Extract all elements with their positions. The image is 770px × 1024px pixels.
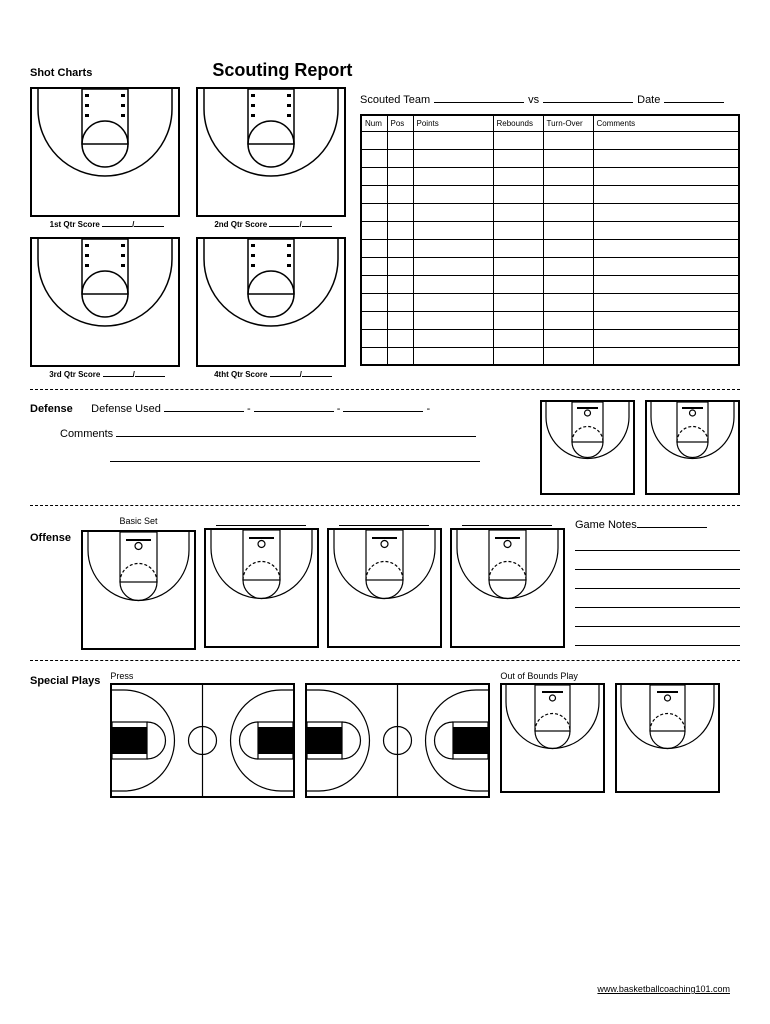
full-court-1 xyxy=(110,683,295,798)
page-title: Scouting Report xyxy=(212,60,352,81)
shot-chart-q3 xyxy=(30,237,180,367)
divider-2 xyxy=(30,505,740,506)
note-line xyxy=(575,535,740,551)
vs-label: vs xyxy=(528,94,539,106)
q2-score-label: 2nd Qtr Score / xyxy=(196,219,350,229)
table-row xyxy=(361,185,739,203)
special-plays-label: Special Plays xyxy=(30,673,100,687)
th-pos: Pos xyxy=(387,115,413,131)
table-row xyxy=(361,221,739,239)
offense-court-1 xyxy=(81,530,196,650)
table-row xyxy=(361,203,739,221)
shot-chart-q4 xyxy=(196,237,346,367)
press-label: Press xyxy=(110,671,490,681)
scouted-team-label: Scouted Team xyxy=(360,94,430,106)
q4-score-label: 4tht Qtr Score / xyxy=(196,369,350,379)
table-row xyxy=(361,131,739,149)
q1-score-label: 1st Qtr Score / xyxy=(30,219,184,229)
offense-court-4 xyxy=(450,528,565,648)
th-comments: Comments xyxy=(593,115,739,131)
full-court-2 xyxy=(305,683,490,798)
offense-court-3 xyxy=(327,528,442,648)
offense-label: Offense xyxy=(30,530,71,544)
q3-score-label: 3rd Qtr Score / xyxy=(30,369,184,379)
shot-charts-label: Shot Charts xyxy=(30,67,92,79)
table-row xyxy=(361,329,739,347)
date-label: Date xyxy=(637,94,660,106)
th-num: Num xyxy=(361,115,387,131)
shot-chart-q1 xyxy=(30,87,180,217)
th-rebounds: Rebounds xyxy=(493,115,543,131)
divider-1 xyxy=(30,389,740,390)
table-row xyxy=(361,293,739,311)
th-turnover: Turn-Over xyxy=(543,115,593,131)
note-line xyxy=(575,573,740,589)
table-row xyxy=(361,167,739,185)
offense-label-4 xyxy=(462,516,552,526)
footer-url: www.basketballcoaching101.com xyxy=(597,984,730,994)
note-line xyxy=(575,630,740,646)
defense-used-label: Defense Used xyxy=(91,403,161,415)
table-row xyxy=(361,311,739,329)
defense-label: Defense xyxy=(30,401,73,415)
note-line xyxy=(575,554,740,570)
offense-label-2 xyxy=(216,516,306,526)
oob-court-2 xyxy=(615,683,720,793)
header-fields: Scouted Team vs Date xyxy=(360,91,740,106)
table-row xyxy=(361,347,739,365)
table-row xyxy=(361,149,739,167)
note-line xyxy=(575,592,740,608)
player-table: Num Pos Points Rebounds Turn-Over Commen… xyxy=(360,114,740,366)
defense-court-1 xyxy=(540,400,635,495)
comments-label: Comments xyxy=(60,428,113,440)
oob-court-1 xyxy=(500,683,605,793)
note-line xyxy=(575,611,740,627)
shot-chart-q2 xyxy=(196,87,346,217)
divider-3 xyxy=(30,660,740,661)
oob-label: Out of Bounds Play xyxy=(500,671,720,681)
th-points: Points xyxy=(413,115,493,131)
table-row xyxy=(361,275,739,293)
offense-label-3 xyxy=(339,516,429,526)
defense-court-2 xyxy=(645,400,740,495)
table-row xyxy=(361,257,739,275)
table-row xyxy=(361,239,739,257)
offense-court-2 xyxy=(204,528,319,648)
shot-chart-grid: 1st Qtr Score / xyxy=(30,87,350,379)
game-notes-label: Game Notes xyxy=(575,519,637,531)
basic-set-label: Basic Set xyxy=(81,516,196,528)
